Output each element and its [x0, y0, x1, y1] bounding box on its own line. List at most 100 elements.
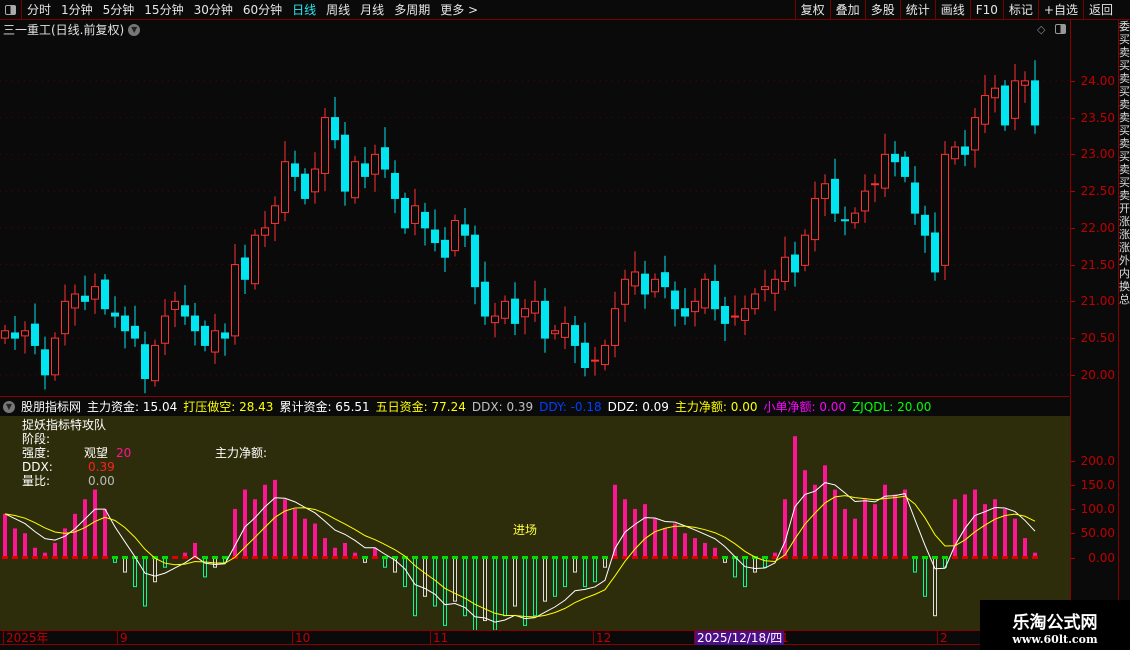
toolbar-button[interactable]: 标记	[1002, 0, 1038, 20]
bar-negative	[423, 557, 427, 597]
candle-body	[321, 117, 329, 174]
indicator-name[interactable]: 股朋指标网	[21, 400, 82, 414]
bar-positive	[693, 538, 697, 558]
candle-body	[771, 278, 779, 294]
zero-marker	[12, 556, 18, 559]
zero-marker	[1022, 556, 1028, 559]
toolbar-button[interactable]: 多股	[864, 0, 900, 20]
zero-marker	[382, 556, 388, 559]
zero-marker	[82, 556, 88, 559]
zero-marker	[792, 556, 798, 559]
candle-body	[461, 224, 469, 236]
period-tab[interactable]: 30分钟	[193, 3, 233, 17]
bar-positive	[93, 489, 97, 558]
candle-body	[281, 161, 289, 213]
candle	[381, 127, 389, 178]
toolbar-button[interactable]: F10	[969, 0, 1003, 20]
toolbar-button[interactable]: +自选	[1037, 0, 1083, 20]
zero-marker	[252, 556, 258, 559]
period-tab[interactable]: 更多 >	[440, 3, 479, 17]
period-tab[interactable]: 60分钟	[242, 3, 283, 17]
layout-toggle-button[interactable]	[0, 0, 22, 20]
toolbar-button[interactable]: 画线	[934, 0, 970, 20]
candle-body	[681, 308, 689, 317]
bar-negative	[753, 557, 757, 573]
zero-marker	[282, 556, 288, 559]
bar-positive	[823, 465, 827, 558]
period-tab[interactable]: 月线	[360, 3, 385, 17]
candle	[411, 188, 419, 236]
candle-body	[421, 211, 429, 229]
zero-marker	[332, 556, 338, 559]
toolbar-button[interactable]: 复权	[794, 0, 830, 20]
candle-body	[431, 229, 439, 244]
period-tab[interactable]: 1分钟	[61, 3, 93, 17]
zero-marker	[602, 556, 608, 559]
zero-marker	[612, 556, 618, 559]
candle-body	[941, 153, 949, 266]
candle	[451, 214, 459, 257]
zero-marker	[272, 556, 278, 559]
zero-marker	[862, 556, 868, 559]
indicator-panel[interactable]: 捉妖指标特攻队 阶段: 强度: 观望 20 DDX: 0.39 量比: 0.00…	[0, 416, 1070, 630]
bar-positive	[663, 528, 667, 558]
bar-positive	[793, 436, 797, 558]
indicator-value: DDX: 0.39	[471, 399, 534, 414]
candle-body	[191, 315, 199, 332]
candle-body	[41, 349, 49, 376]
chart-title: 三一重工(日线.前复权) ▼	[3, 21, 141, 38]
candle-body	[161, 315, 169, 344]
period-tab[interactable]: 周线	[326, 3, 351, 17]
bar-negative	[483, 557, 487, 622]
candle-body	[961, 146, 969, 155]
period-tab[interactable]: 多周期	[394, 3, 431, 17]
candle-body	[221, 332, 229, 339]
chevron-down-icon[interactable]: ▼	[3, 400, 15, 413]
candle	[341, 122, 349, 206]
chevron-down-icon[interactable]: ▼	[128, 23, 141, 36]
candle	[831, 158, 839, 222]
period-tab[interactable]: 分时	[27, 3, 52, 17]
candle-body	[821, 183, 829, 199]
candle	[1001, 80, 1009, 131]
period-tab[interactable]: 日线	[292, 3, 317, 17]
bar-positive	[783, 499, 787, 558]
candle	[951, 141, 959, 165]
candle-body	[1021, 80, 1029, 86]
zero-marker	[402, 556, 408, 559]
period-tab[interactable]: 15分钟	[144, 3, 184, 17]
period-tab[interactable]: 5分钟	[102, 3, 135, 17]
price-tick-label: 22.00	[1080, 220, 1115, 235]
zero-marker	[582, 556, 588, 559]
zero-marker	[812, 556, 818, 559]
candle	[811, 181, 819, 252]
candle-body	[231, 264, 239, 337]
panel-icon[interactable]	[1055, 24, 1066, 34]
watermark-url: www.60lt.com	[1012, 633, 1098, 646]
candle-body	[631, 271, 639, 287]
toolbar-button[interactable]: 返回	[1082, 0, 1118, 20]
candle	[221, 323, 229, 356]
bar-negative	[493, 557, 497, 630]
indicator-value: ZJQDL: 20.00	[852, 399, 932, 414]
bar-negative	[533, 557, 537, 617]
bar-positive	[373, 547, 377, 558]
candlestick-chart[interactable]	[0, 20, 1070, 396]
zero-marker	[542, 556, 548, 559]
candle-body	[911, 182, 919, 214]
candle	[461, 208, 469, 247]
bar-negative	[403, 557, 407, 588]
zero-marker	[102, 556, 108, 559]
diamond-icon[interactable]: ◇	[1037, 23, 1046, 36]
candle-body	[91, 286, 99, 300]
toolbar-button[interactable]: 叠加	[829, 0, 865, 20]
candle-body	[111, 312, 119, 317]
zero-marker	[162, 556, 168, 559]
axis-tick	[1071, 154, 1075, 156]
candle-body	[81, 295, 89, 302]
candle-body	[931, 232, 939, 273]
candle-body	[951, 146, 959, 160]
toolbar-button[interactable]: 统计	[899, 0, 935, 20]
bar-positive	[303, 518, 307, 558]
zero-marker	[122, 556, 128, 559]
